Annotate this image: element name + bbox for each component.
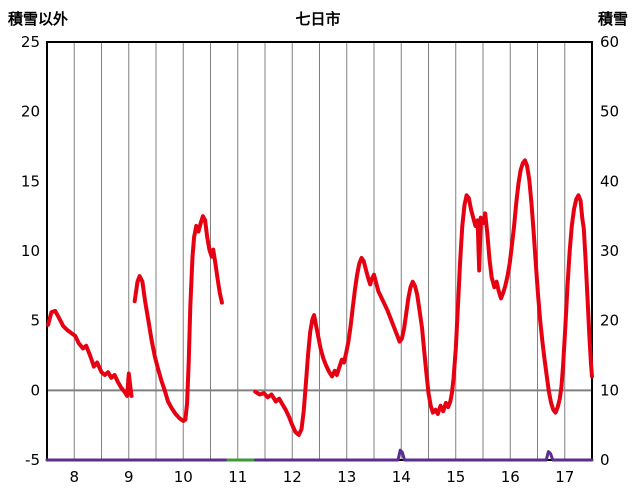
y-left-tick-label: 10	[21, 242, 40, 260]
y-right-tick-label: 30	[600, 242, 619, 260]
y-left-tick-label: 0	[30, 381, 40, 399]
x-tick-label: 15	[446, 468, 465, 486]
y-right-tick-label: 10	[600, 381, 619, 399]
y-right-tick-label: 20	[600, 312, 619, 330]
x-tick-label: 17	[555, 468, 574, 486]
x-tick-label: 11	[228, 468, 247, 486]
y-left-tick-label: 15	[21, 172, 40, 190]
x-tick-label: 10	[174, 468, 193, 486]
x-tick-label: 14	[392, 468, 411, 486]
x-tick-label: 13	[337, 468, 356, 486]
y-right-tick-label: 50	[600, 103, 619, 121]
y-right-tick-label: 40	[600, 172, 619, 190]
x-tick-label: 9	[124, 468, 134, 486]
y-left-tick-label: 5	[30, 312, 40, 330]
x-tick-label: 12	[283, 468, 302, 486]
y-left-tick-label: -5	[25, 451, 40, 469]
right-axis-title: 積雪	[597, 10, 628, 28]
chart-title: 七日市	[295, 10, 341, 28]
x-tick-label: 16	[501, 468, 520, 486]
y-right-tick-label: 0	[600, 451, 610, 469]
y-right-tick-label: 60	[600, 33, 619, 51]
x-tick-label: 8	[69, 468, 79, 486]
y-left-tick-label: 25	[21, 33, 40, 51]
temperature-line	[46, 158, 594, 437]
left-axis-title: 積雪以外	[8, 10, 69, 28]
snow-depth-line	[45, 448, 594, 462]
y-left-tick-label: 20	[21, 103, 40, 121]
